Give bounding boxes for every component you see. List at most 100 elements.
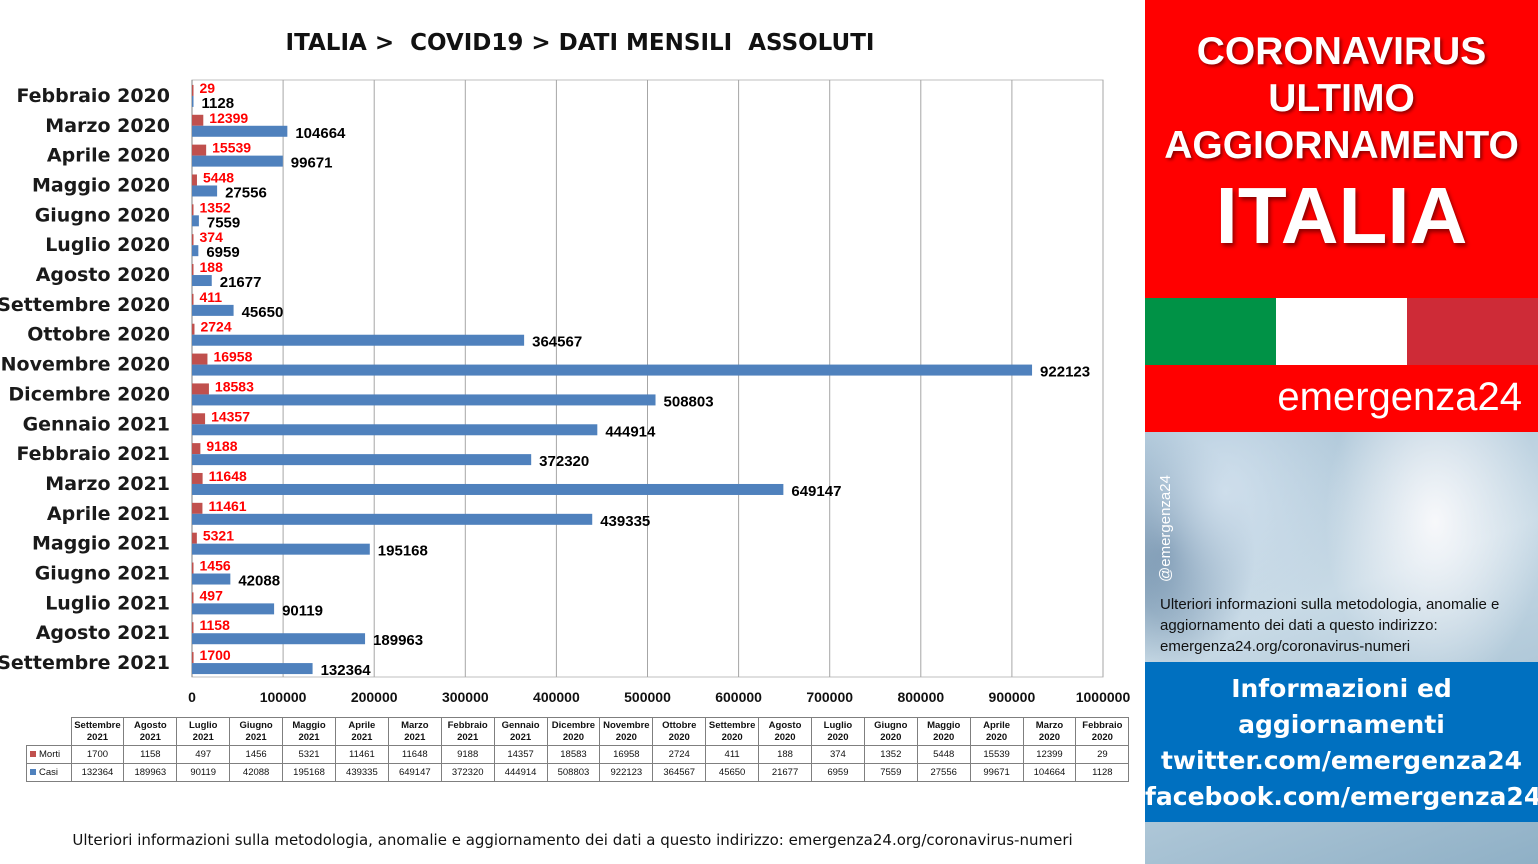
column-month: Giugno <box>874 719 908 731</box>
casi-bar <box>192 334 525 346</box>
morti-bar <box>192 472 203 484</box>
morti-bar <box>192 144 207 156</box>
morti-data-label: 5321 <box>203 528 234 544</box>
column-month: Luglio <box>188 719 218 731</box>
table-column-header: Giugno 2021 <box>229 717 284 746</box>
morti-data-label: 14357 <box>211 408 250 424</box>
casi-bar <box>192 245 199 257</box>
flag-white-stripe <box>1276 298 1407 365</box>
data-table-body: Morti 1700 1158 497 1456 5321 11461 11648 9188 14… <box>26 745 1130 782</box>
column-month: Marzo <box>401 719 429 731</box>
casi-data-label: 104664 <box>295 125 346 142</box>
casi-data-label: 649147 <box>791 483 841 500</box>
casi-bar <box>192 483 784 495</box>
category-label: Febbraio 2020 <box>16 85 170 107</box>
column-month: Maggio <box>927 719 961 731</box>
morti-bar <box>192 652 194 664</box>
column-year: 2020 <box>827 731 849 743</box>
country-title: ITALIA <box>1215 171 1468 260</box>
column-month: Agosto <box>133 719 167 731</box>
casi-data-label: 444914 <box>605 423 656 440</box>
x-tick-label: 300000 <box>442 689 489 705</box>
category-label: Aprile 2020 <box>47 145 170 167</box>
casi-bar <box>192 125 288 137</box>
table-column-header: Settembre 2020 <box>705 717 760 746</box>
casi-bar <box>192 573 231 585</box>
morti-bar <box>192 174 197 186</box>
table-cell: 1700 <box>70 745 125 764</box>
morti-bar <box>192 264 194 276</box>
x-tick-label: 600000 <box>715 689 762 705</box>
table-cell: 21677 <box>758 763 812 782</box>
column-year: 2020 <box>562 731 585 743</box>
table-row: Morti 1700 1158 497 1456 5321 11461 11648 9188 14… <box>26 745 1130 764</box>
legend-swatch <box>30 769 36 776</box>
morti-bar <box>192 84 194 96</box>
data-table: Settembre 2021 Agosto 2021 Luglio 2021 Giugno 2… <box>26 717 1130 782</box>
table-column-header: Ottobre 2020 <box>652 717 707 746</box>
casi-data-label: 922123 <box>1040 364 1090 381</box>
casi-data-label: 189963 <box>373 632 423 649</box>
table-column-header: Febbraio 2020 <box>1075 717 1130 746</box>
table-column-header: Aprile 2020 <box>969 717 1024 746</box>
table-cell: 195168 <box>282 763 336 782</box>
legend-label: Casi <box>39 767 59 778</box>
column-year: 2020 <box>1091 731 1113 743</box>
morti-data-label: 1700 <box>200 647 231 663</box>
casi-bar <box>192 155 283 167</box>
headline-box: CORONAVIRUS ULTIMO AGGIORNAMENTO ITALIA <box>1145 0 1538 298</box>
twitter-link[interactable]: twitter.com/emergenza24 <box>1160 746 1523 775</box>
column-month: Marzo <box>1035 719 1064 731</box>
category-label: Agosto 2021 <box>36 622 170 644</box>
column-year: 2020 <box>1038 731 1061 743</box>
table-cell: 649147 <box>387 763 442 782</box>
table-cell: 1456 <box>229 745 284 764</box>
column-year: 2021 <box>457 731 479 743</box>
table-column-header: Marzo 2021 <box>387 717 442 746</box>
column-month: Dicembre <box>551 719 596 731</box>
category-label: Settembre 2020 <box>0 294 170 316</box>
morti-bar <box>192 204 194 216</box>
category-label: Novembre 2020 <box>1 354 170 376</box>
column-year: 2020 <box>615 731 637 743</box>
chart-area: ITALIA > COVID19 > DATI MENSILI ASSOLUTI… <box>0 30 1131 849</box>
morti-data-label: 18583 <box>215 378 254 394</box>
table-column-header: Giugno 2020 <box>863 717 918 746</box>
casi-data-label: 195168 <box>378 543 428 560</box>
casi-bar <box>192 95 194 107</box>
casi-data-label: 439335 <box>600 513 650 530</box>
column-year: 2021 <box>245 731 267 743</box>
casi-bar <box>192 364 1033 376</box>
table-row: Casi 132364 189963 90119 42088 195168 439335 64… <box>26 763 1130 782</box>
table-cell: 508803 <box>546 763 601 782</box>
table-cell: 16958 <box>599 745 654 764</box>
category-label: Maggio 2020 <box>32 174 170 196</box>
column-month: Settembre <box>708 719 756 731</box>
facebook-link[interactable]: facebook.com/emergenza24 <box>1145 782 1538 811</box>
table-corner <box>27 718 72 746</box>
column-month: Luglio <box>823 719 853 731</box>
table-column-header: Luglio 2020 <box>810 717 865 746</box>
sidebar-note: Ulteriori informazioni sulla metodologia… <box>1160 596 1500 655</box>
morti-bar <box>192 622 194 634</box>
morti-data-label: 16958 <box>213 349 252 365</box>
row-legend: Morti <box>26 745 72 764</box>
casi-bar <box>192 215 199 227</box>
casi-data-label: 7559 <box>207 214 240 231</box>
flag-red-stripe <box>1407 298 1538 365</box>
table-cell: 411 <box>705 745 760 764</box>
morti-bar <box>192 502 203 514</box>
casi-bar <box>192 424 598 436</box>
table-cell: 12399 <box>1022 745 1077 764</box>
column-year: 2020 <box>721 731 743 743</box>
table-cell: 7559 <box>863 763 918 782</box>
casi-data-label: 42088 <box>238 573 280 590</box>
info-box: Informazioni ed aggiornamenti twitter.co… <box>1145 662 1538 822</box>
x-tick-label: 0 <box>188 689 196 705</box>
table-cell: 104664 <box>1022 763 1077 782</box>
morti-bar <box>192 114 204 126</box>
column-year: 2020 <box>880 731 902 743</box>
casi-data-label: 6959 <box>206 244 239 261</box>
column-month: Aprile <box>348 719 376 731</box>
column-month: Maggio <box>292 719 326 731</box>
